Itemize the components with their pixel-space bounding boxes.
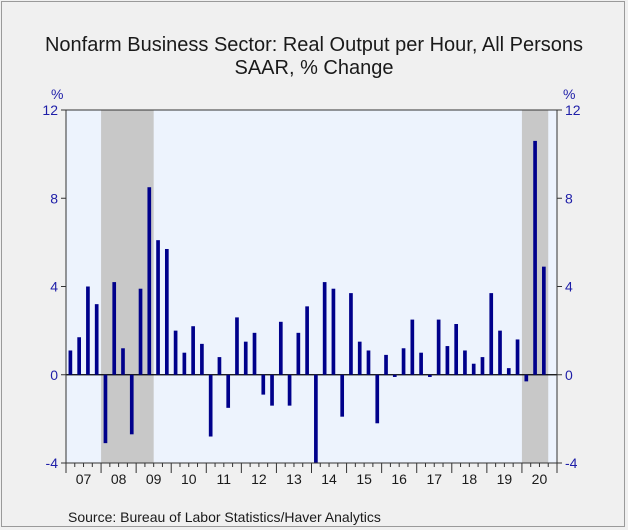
bar xyxy=(305,306,309,375)
bar xyxy=(191,326,195,375)
bar xyxy=(270,374,274,406)
bar xyxy=(226,374,231,408)
chart-subtitle: SAAR, % Change xyxy=(234,57,394,79)
bar xyxy=(156,240,160,375)
bar xyxy=(506,368,511,375)
bar xyxy=(129,374,134,435)
bar xyxy=(322,282,327,375)
bar xyxy=(542,266,546,375)
x-tick-label: 13 xyxy=(286,471,302,487)
bar xyxy=(428,374,432,377)
y-unit-left: % xyxy=(51,86,63,102)
y-tick-label-right: 12 xyxy=(565,102,581,118)
x-tick-label: 11 xyxy=(217,471,232,487)
bar xyxy=(296,332,301,375)
bar xyxy=(235,317,239,375)
y-tick-label-right: 4 xyxy=(565,279,573,295)
bar xyxy=(103,374,108,444)
bar xyxy=(515,339,520,375)
x-tick-label: 17 xyxy=(426,471,442,487)
bar xyxy=(340,374,345,417)
bar xyxy=(121,348,125,375)
bar xyxy=(436,319,441,375)
x-tick-label: 14 xyxy=(321,471,337,487)
y-tick-label-right: 0 xyxy=(565,367,573,383)
bar xyxy=(243,341,248,375)
bar xyxy=(498,330,502,375)
bar xyxy=(366,350,371,375)
bar xyxy=(173,330,178,375)
recession-band xyxy=(101,110,154,463)
x-tick-label: 20 xyxy=(532,471,548,487)
x-tick-label: 16 xyxy=(391,471,407,487)
x-tick-label: 19 xyxy=(497,471,513,487)
x-tick-label: 12 xyxy=(251,471,267,487)
y-tick-label-right: 8 xyxy=(565,190,573,206)
bar xyxy=(182,352,187,375)
bar xyxy=(112,282,117,375)
bar xyxy=(392,374,397,377)
bar xyxy=(471,363,476,375)
bar xyxy=(357,341,362,375)
bar xyxy=(217,357,222,375)
y-tick-label-right: -4 xyxy=(565,455,578,471)
x-tick-label: 07 xyxy=(76,471,92,487)
source-note: Source: Bureau of Labor Statistics/Haver… xyxy=(68,509,381,525)
bar xyxy=(445,346,450,375)
bar xyxy=(314,374,318,463)
bar xyxy=(287,374,292,406)
bar xyxy=(278,321,283,375)
bar xyxy=(164,248,169,375)
bar xyxy=(349,293,353,375)
bar xyxy=(86,286,90,375)
bar xyxy=(410,319,415,375)
bar xyxy=(252,332,257,375)
bar xyxy=(94,304,99,375)
y-tick-label-left: 4 xyxy=(50,279,58,295)
bar xyxy=(261,374,266,395)
x-tick-label: 08 xyxy=(111,471,127,487)
bar xyxy=(77,337,81,375)
bar xyxy=(524,374,529,382)
x-tick-label: 10 xyxy=(181,471,197,487)
bar xyxy=(463,350,467,375)
bar xyxy=(533,140,537,375)
y-tick-label-left: -4 xyxy=(46,455,59,471)
y-tick-label-left: 0 xyxy=(50,367,58,383)
bar xyxy=(419,352,423,375)
bar xyxy=(68,350,73,375)
x-tick-label: 09 xyxy=(146,471,162,487)
bar xyxy=(138,288,143,375)
x-tick-label: 18 xyxy=(462,471,478,487)
bar xyxy=(147,187,152,375)
bar xyxy=(200,343,204,375)
bar xyxy=(384,354,388,375)
bar xyxy=(331,288,336,375)
bar xyxy=(375,374,380,424)
y-unit-right: % xyxy=(563,86,575,102)
y-tick-label-left: 8 xyxy=(50,190,58,206)
bar xyxy=(454,324,459,375)
bar xyxy=(480,357,485,375)
bar xyxy=(489,293,494,375)
y-tick-label-left: 12 xyxy=(42,102,58,118)
bar xyxy=(208,374,213,437)
bar xyxy=(401,348,406,375)
chart-title: Nonfarm Business Sector: Real Output per… xyxy=(44,34,584,56)
x-tick-label: 15 xyxy=(356,471,372,487)
